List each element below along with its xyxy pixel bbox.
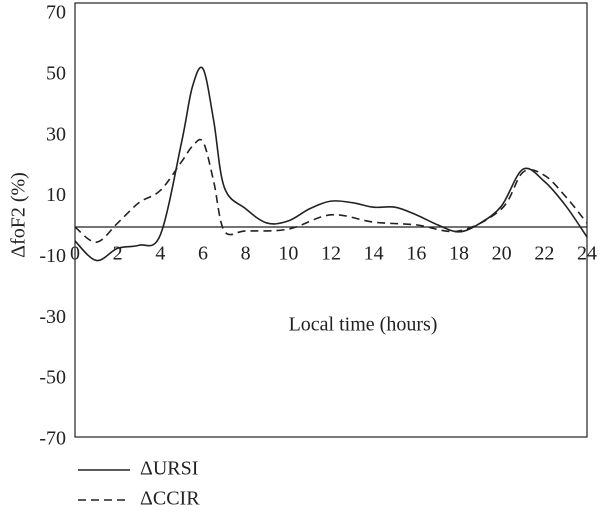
x-axis-label: Local time (hours) (289, 314, 438, 336)
x-tick-label: 12 (321, 243, 341, 265)
legend-label: ΔCCIR (140, 488, 200, 510)
x-tick-label: 4 (155, 243, 165, 265)
x-tick-label: 18 (449, 243, 469, 265)
y-tick-label: 70 (46, 2, 66, 24)
x-tick-label: 16 (406, 243, 426, 265)
x-tick-label: 24 (577, 243, 597, 265)
x-tick-label: 10 (278, 243, 298, 265)
x-tick-label: 22 (534, 243, 554, 265)
x-tick-label: 0 (70, 243, 80, 265)
plot-frame (74, 2, 588, 438)
data-line (74, 138, 588, 244)
legend-label: ΔURSI (140, 458, 198, 480)
x-tick-label: 20 (492, 243, 512, 265)
y-tick-label: 50 (46, 62, 66, 84)
y-tick-label: 30 (46, 123, 66, 145)
y-axis-label: ΔfoF2 (%) (8, 172, 30, 258)
y-tick-label: -50 (39, 367, 66, 389)
y-tick-label: -10 (39, 245, 66, 267)
data-line (74, 66, 588, 262)
x-tick-label: 6 (198, 243, 208, 265)
y-tick-label: -30 (39, 306, 66, 328)
x-tick-label: 14 (364, 243, 384, 265)
y-tick-label: 10 (46, 184, 66, 206)
y-tick-label: -70 (39, 428, 66, 450)
x-tick-label: 2 (113, 243, 123, 265)
x-tick-label: 8 (241, 243, 251, 265)
